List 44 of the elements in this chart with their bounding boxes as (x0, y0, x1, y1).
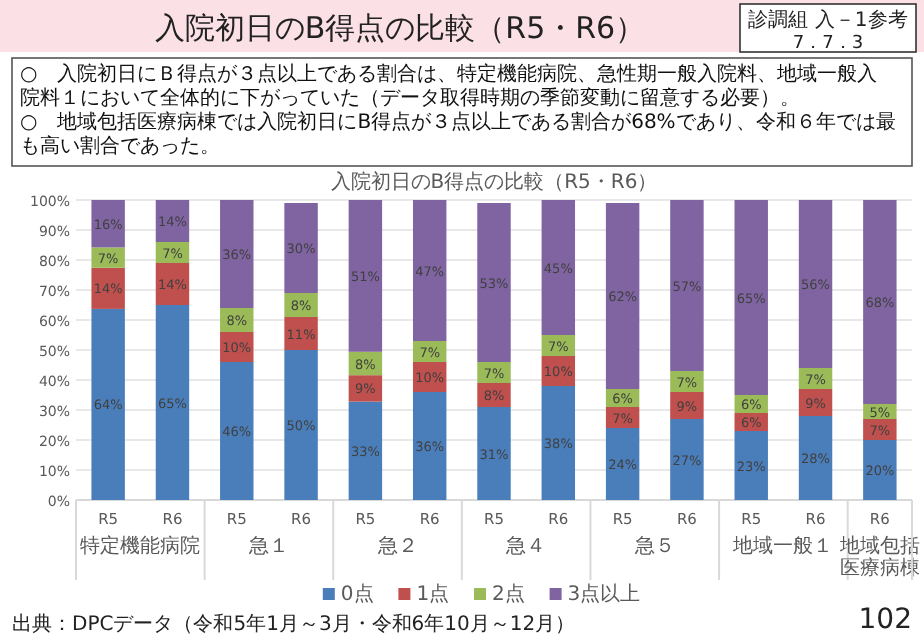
bar (863, 200, 897, 404)
bar (541, 386, 576, 500)
bar (348, 200, 383, 352)
legend-label: 1点 (416, 582, 450, 606)
bar (477, 407, 511, 500)
text: 特定機能病院 (80, 534, 201, 558)
text: 7．7．3 (792, 34, 864, 54)
bar (412, 200, 447, 341)
bar (734, 431, 768, 500)
chart-subtitle: 入院初日のB得点の比較（R5・R6） (154, 10, 646, 46)
legend-label: 0点 (340, 582, 374, 606)
bar (605, 203, 640, 389)
chart-title: 入院初日のB得点の比較（R5・R6） (330, 170, 658, 194)
bar (863, 440, 897, 500)
text: ○ 入院初日にＢ得点が３点以上である割合は、特定機能病院、急性期一般入院料、地域一般入院料１において全体的に下がっていた（データ取得時期の季節変動に留意する必要）。 (20, 62, 878, 110)
bar (670, 419, 704, 500)
text: 102 (858, 604, 912, 636)
bar (284, 203, 318, 293)
text: 急２ (375, 534, 418, 558)
bar (798, 200, 833, 368)
bar (220, 200, 254, 308)
bar (670, 200, 704, 371)
bar (348, 401, 383, 500)
bar (220, 362, 254, 500)
text: 急５ (632, 534, 675, 558)
text: 診調組 入－1参考 (748, 8, 908, 32)
bar (605, 428, 640, 500)
text: ○ 地域包括医療病棟では入院初日にB得点が３点以上である割合が68%であり、令和６年では最も高い割合であった。 (20, 110, 896, 158)
bar (734, 200, 768, 395)
bar (155, 305, 190, 500)
bar (284, 350, 318, 500)
bar (412, 392, 447, 500)
text: 急１ (246, 534, 289, 558)
text: 地域一般１ (731, 534, 834, 558)
bar (91, 308, 125, 500)
legend-label: 3点以上 (567, 582, 641, 606)
bar (798, 416, 833, 500)
text: 急４ (504, 534, 547, 558)
bar (91, 200, 125, 248)
source-note: 出典：DPCデータ（令和5年1月～3月・令和6年10月～12月） (12, 612, 576, 636)
bar (541, 200, 576, 335)
legend-label: 2点 (492, 582, 525, 606)
bar (91, 267, 125, 309)
bar (477, 203, 511, 362)
